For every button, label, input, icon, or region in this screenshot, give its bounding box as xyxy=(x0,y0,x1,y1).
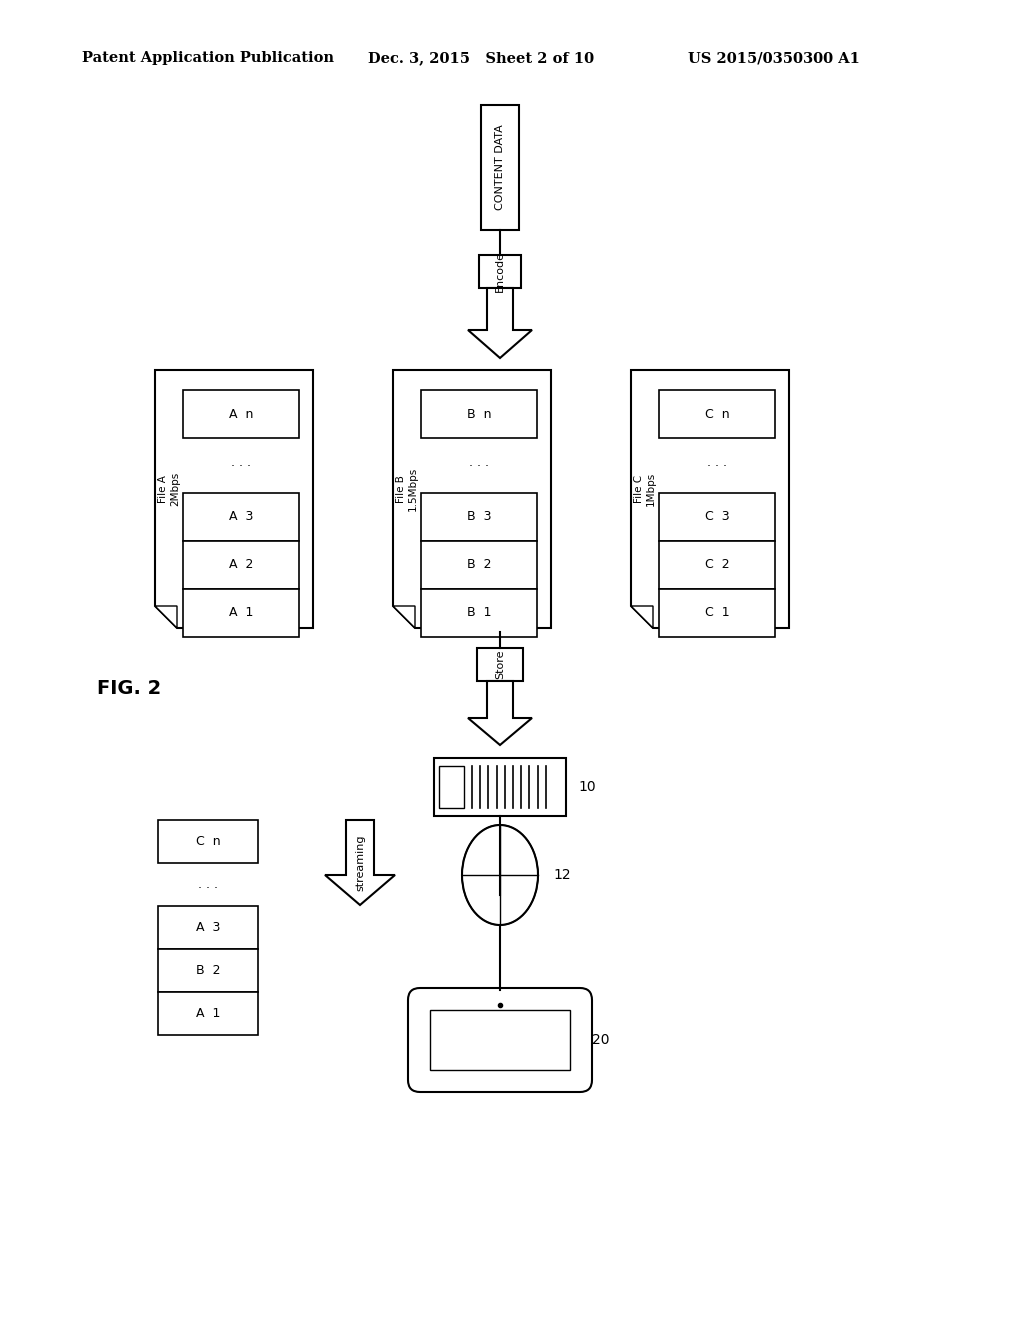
Text: B  2: B 2 xyxy=(467,558,492,572)
Text: Store: Store xyxy=(495,649,505,680)
Bar xyxy=(183,541,299,589)
Text: C  n: C n xyxy=(196,836,220,847)
Polygon shape xyxy=(393,370,551,628)
Polygon shape xyxy=(155,370,313,628)
Text: C  3: C 3 xyxy=(705,511,729,524)
Bar xyxy=(421,492,537,541)
Text: . . .: . . . xyxy=(231,457,251,470)
Polygon shape xyxy=(468,681,532,744)
Polygon shape xyxy=(468,288,532,358)
Text: streaming: streaming xyxy=(355,834,365,891)
Bar xyxy=(158,993,258,1035)
Ellipse shape xyxy=(462,825,538,925)
Text: A  2: A 2 xyxy=(228,558,253,572)
Polygon shape xyxy=(631,606,653,628)
Text: 12: 12 xyxy=(553,869,570,882)
Bar xyxy=(421,389,537,438)
Text: C  2: C 2 xyxy=(705,558,729,572)
Text: Patent Application Publication: Patent Application Publication xyxy=(82,51,334,65)
Text: . . .: . . . xyxy=(707,457,727,470)
Bar xyxy=(421,589,537,638)
Bar xyxy=(183,492,299,541)
Text: FIG. 2: FIG. 2 xyxy=(97,678,161,697)
Bar xyxy=(430,1010,570,1071)
Bar xyxy=(158,906,258,949)
Bar xyxy=(183,389,299,438)
Text: . . .: . . . xyxy=(469,457,489,470)
Polygon shape xyxy=(155,606,177,628)
Text: US 2015/0350300 A1: US 2015/0350300 A1 xyxy=(688,51,860,65)
Bar xyxy=(439,766,464,808)
Text: C  n: C n xyxy=(705,408,729,421)
Text: A  n: A n xyxy=(228,408,253,421)
Text: B  n: B n xyxy=(467,408,492,421)
Bar xyxy=(183,589,299,638)
Text: A  3: A 3 xyxy=(196,921,220,935)
Text: 10: 10 xyxy=(578,780,596,795)
Text: 20: 20 xyxy=(592,1034,609,1047)
Bar xyxy=(481,106,519,230)
Bar xyxy=(158,949,258,993)
Bar xyxy=(158,820,258,863)
Bar xyxy=(477,648,523,681)
Bar xyxy=(434,758,566,816)
Text: . . .: . . . xyxy=(198,878,218,891)
Bar xyxy=(421,541,537,589)
Polygon shape xyxy=(631,370,790,628)
Text: B  3: B 3 xyxy=(467,511,492,524)
Text: C  1: C 1 xyxy=(705,606,729,619)
Text: A  3: A 3 xyxy=(228,511,253,524)
Bar xyxy=(659,589,775,638)
Bar xyxy=(659,389,775,438)
Text: B  2: B 2 xyxy=(196,964,220,977)
Text: File C
1Mbps: File C 1Mbps xyxy=(634,471,655,506)
Bar xyxy=(659,541,775,589)
Text: A  1: A 1 xyxy=(196,1007,220,1020)
FancyBboxPatch shape xyxy=(408,987,592,1092)
Text: File B
1.5Mbps: File B 1.5Mbps xyxy=(396,467,418,511)
Text: CONTENT DATA: CONTENT DATA xyxy=(495,124,505,210)
Text: File A
2Mbps: File A 2Mbps xyxy=(158,471,180,506)
Bar xyxy=(659,492,775,541)
Polygon shape xyxy=(393,606,415,628)
Text: Encode: Encode xyxy=(495,251,505,292)
Text: Dec. 3, 2015   Sheet 2 of 10: Dec. 3, 2015 Sheet 2 of 10 xyxy=(368,51,594,65)
Polygon shape xyxy=(325,820,395,906)
Text: A  1: A 1 xyxy=(228,606,253,619)
Text: B  1: B 1 xyxy=(467,606,492,619)
Bar xyxy=(479,255,521,288)
